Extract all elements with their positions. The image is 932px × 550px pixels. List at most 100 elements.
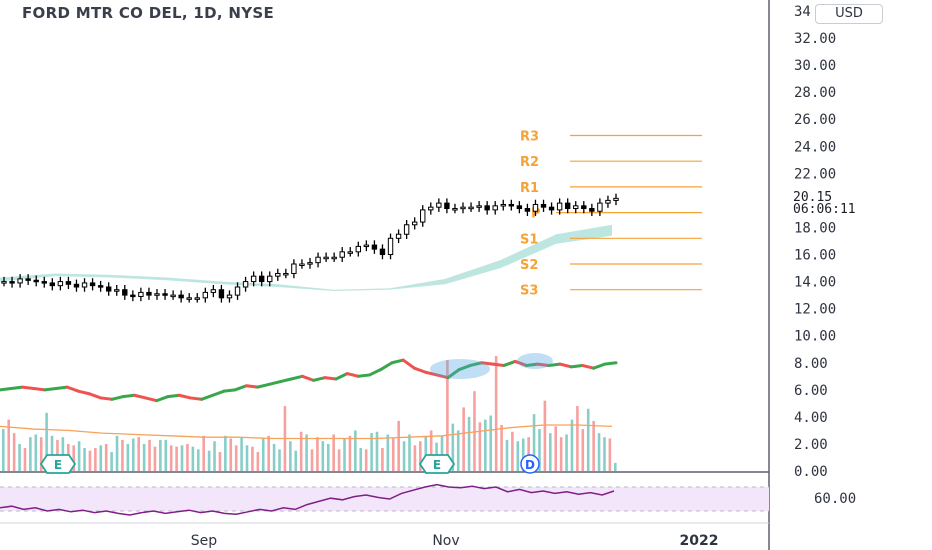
oscillator-segment (155, 395, 170, 403)
volume-bar (597, 433, 601, 471)
oscillator-segment (558, 362, 573, 369)
volume-bar (413, 445, 417, 471)
volume-bar (467, 416, 471, 471)
volume-bar (538, 429, 541, 471)
volume-bar (402, 441, 406, 471)
volume-bar (12, 433, 16, 471)
oscillator-segment (334, 372, 349, 381)
oscillator-segment (132, 393, 148, 400)
candle-body (122, 289, 128, 296)
volume-bar (245, 445, 249, 471)
volume-bar (23, 448, 27, 471)
candle-body (331, 256, 337, 260)
oscillator-segment (435, 373, 450, 380)
candle-body (323, 256, 329, 260)
volume-bar (586, 408, 590, 471)
y-tick-label: 6.00 (794, 383, 828, 399)
volume-bar (332, 434, 335, 471)
oscillator-segment (457, 363, 472, 372)
candle-body (516, 205, 523, 210)
pivot-label-r1: R1 (520, 181, 539, 196)
volume-bar (142, 443, 146, 471)
candle-body (178, 294, 184, 299)
moving-average-ribbon (0, 224, 612, 292)
candle-body (186, 297, 192, 300)
candle-body (411, 221, 418, 226)
y-tick-label: 30.00 (794, 58, 836, 74)
volume-bar (478, 422, 482, 471)
bar-countdown: 06:06:11 (793, 202, 856, 217)
volume-bar (251, 446, 254, 471)
volume-bar (386, 434, 390, 471)
volume-bar (424, 435, 428, 471)
volume-bar (565, 434, 568, 471)
volume-bar (321, 441, 325, 471)
candle-body (162, 293, 168, 296)
oscillator-segment (312, 376, 327, 382)
pivot-label-s1: S1 (520, 232, 538, 247)
oscillator-segment (524, 362, 540, 367)
oscillator-segment (356, 373, 372, 378)
candle-body (258, 275, 265, 283)
volume-bar (326, 443, 330, 471)
last-price-value: 20.15 (793, 190, 833, 205)
oscillator-segment (144, 396, 159, 403)
candle-body (73, 283, 80, 288)
candle-body (347, 251, 353, 254)
volume-bar (94, 448, 97, 471)
y-tick-label: 14.00 (794, 275, 836, 291)
pivot-label-r2: R2 (520, 155, 539, 170)
volume-bar (267, 435, 270, 471)
oscillator-segment (267, 380, 282, 386)
last-price-tag: 20.15 06:06:11 (783, 190, 893, 218)
volume-bar (213, 441, 216, 471)
volume-bar (511, 431, 514, 471)
oscillator-segment (289, 374, 304, 381)
currency-button[interactable]: USD (815, 4, 883, 24)
volume-bar (153, 446, 157, 471)
volume-bar (164, 439, 168, 471)
volume-bar (484, 419, 487, 471)
earnings-badge: E (418, 454, 456, 474)
candle-body (484, 205, 490, 211)
y-tick-label: 26.00 (794, 112, 836, 128)
volume-bar (549, 433, 552, 471)
candle-body (540, 203, 547, 208)
candle-body (476, 205, 482, 208)
oscillator-segment (424, 370, 439, 377)
volume-bar (521, 438, 525, 471)
volume-bar (359, 448, 363, 471)
candle-body (49, 282, 56, 287)
oscillator-segment (603, 361, 618, 366)
y-tick-label: 34 (794, 4, 811, 20)
oscillator-segment (65, 385, 80, 393)
candle-body (492, 205, 498, 211)
candle-body (17, 278, 23, 284)
oscillator-segment (580, 363, 596, 370)
candle-body (556, 202, 563, 211)
y-tick-label: 18.00 (794, 220, 836, 236)
volume-bar (554, 426, 558, 471)
candle-body (138, 291, 144, 297)
oscillator-segment (188, 396, 204, 401)
earnings-badge-shape (39, 454, 77, 474)
oscillator-segment (379, 361, 394, 372)
volume-bar (289, 441, 292, 471)
oscillator-segment (99, 396, 114, 401)
candle-body (242, 281, 249, 288)
y-tick-label: 16.00 (794, 248, 836, 264)
pivot-label-r3: R3 (520, 129, 539, 144)
candle-body (597, 202, 603, 212)
volume-average-line (0, 424, 613, 440)
candle-body (315, 256, 321, 264)
volume-bar (516, 441, 520, 471)
volume-bar (532, 414, 536, 471)
volume-bar (2, 429, 5, 471)
volume-bar (310, 449, 314, 471)
candle-body (283, 272, 289, 276)
rsi-line (0, 483, 615, 516)
volume-bar (473, 391, 476, 471)
oscillator-segment (323, 376, 338, 381)
volume-bar (348, 435, 352, 471)
